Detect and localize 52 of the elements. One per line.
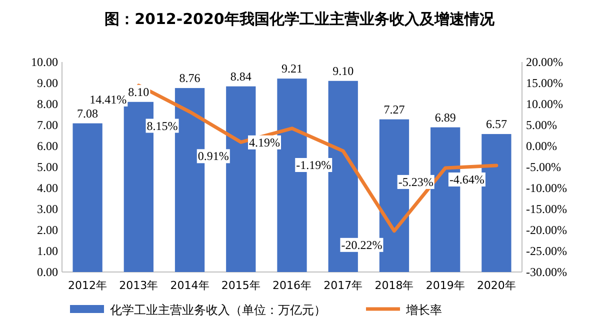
data-label: 9.21: [282, 62, 302, 76]
data-label: -1.19%: [296, 158, 332, 172]
data-label: 6.57: [486, 117, 507, 132]
y-tick-label: 10.00: [31, 55, 58, 69]
data-label: 4.19%: [249, 135, 280, 150]
data-label: -20.22%: [341, 238, 382, 252]
y-tick-label: 2.00: [37, 223, 58, 237]
y2-tick-label: 20.00%: [526, 55, 563, 69]
y2-tick-label: -10.00%: [526, 181, 567, 195]
data-label: 6.89: [434, 110, 456, 124]
data-label: -5.23%: [398, 174, 434, 189]
data-label: 0.91%: [198, 149, 229, 164]
y-tick-label: 3.00: [37, 202, 58, 216]
data-label: 14.41%: [90, 92, 127, 106]
data-label: 7.27: [384, 102, 405, 116]
data-label: 7.08: [77, 106, 98, 120]
chart-title: 图：2012-2020年我国化学工业主营业务收入及增速情况: [104, 10, 496, 28]
y2-tick-label: 15.00%: [526, 76, 563, 90]
legend-label: 增长率: [405, 303, 442, 317]
data-label: 8.10: [128, 84, 150, 99]
data-label: 8.84: [230, 69, 252, 84]
x-tick-label: 2020年: [476, 279, 516, 292]
x-tick-label: 2013年: [119, 279, 158, 292]
data-label: 8.15%: [146, 118, 178, 133]
y2-tick-label: -25.00%: [526, 244, 567, 258]
y2-tick-label: -15.00%: [526, 202, 567, 216]
x-tick-label: 2019年: [426, 279, 465, 292]
data-label: -4.64%: [449, 172, 484, 186]
y-tick-label: 5.00: [37, 160, 58, 174]
y2-tick-label: 10.00%: [526, 97, 563, 111]
x-tick-label: 2012年: [68, 279, 108, 292]
bar: [72, 123, 102, 272]
y2-tick-label: -20.00%: [526, 223, 567, 237]
x-tick-label: 2014年: [170, 279, 210, 292]
legend-label: 化学工业主营业务收入（单位：万亿元）: [110, 303, 326, 317]
data-label: 9.10: [332, 64, 354, 78]
y-tick-label: 8.00: [37, 97, 58, 111]
x-tick-label: 2017年: [324, 279, 363, 292]
x-tick-label: 2018年: [374, 279, 414, 292]
data-label: 8.76: [179, 71, 200, 86]
y-tick-label: 7.00: [37, 118, 58, 132]
y-tick-label: 9.00: [37, 76, 58, 90]
y-tick-label: 0.00: [37, 265, 58, 279]
y-tick-label: 1.00: [37, 244, 58, 258]
y-tick-label: 6.00: [37, 139, 58, 153]
y2-tick-label: -30.00%: [526, 265, 567, 279]
y2-tick-label: -5.00%: [526, 160, 561, 174]
y2-tick-label: 5.00%: [526, 118, 557, 132]
y-tick-label: 4.00: [37, 181, 58, 195]
x-tick-label: 2016年: [272, 279, 312, 292]
y2-tick-label: 0.00%: [526, 139, 557, 153]
x-tick-label: 2015年: [221, 279, 260, 292]
